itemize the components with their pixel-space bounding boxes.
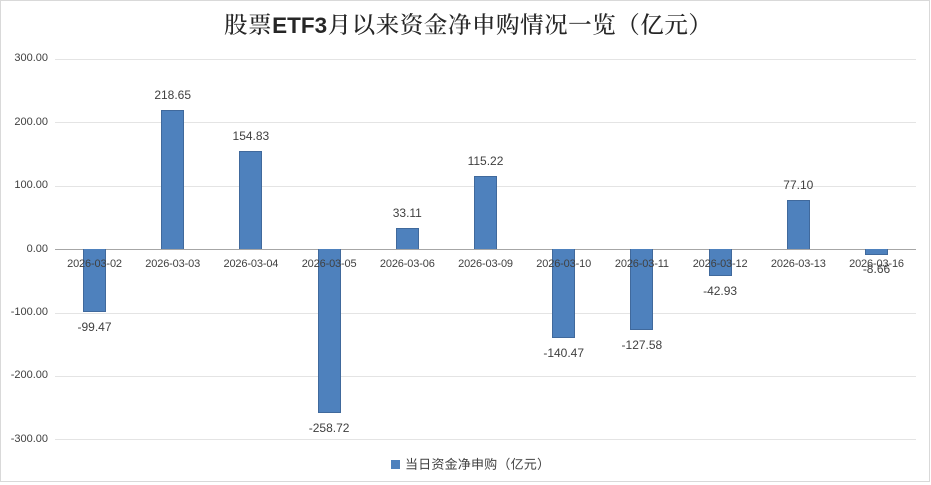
svg-text:ETF3: ETF3 bbox=[272, 13, 327, 38]
